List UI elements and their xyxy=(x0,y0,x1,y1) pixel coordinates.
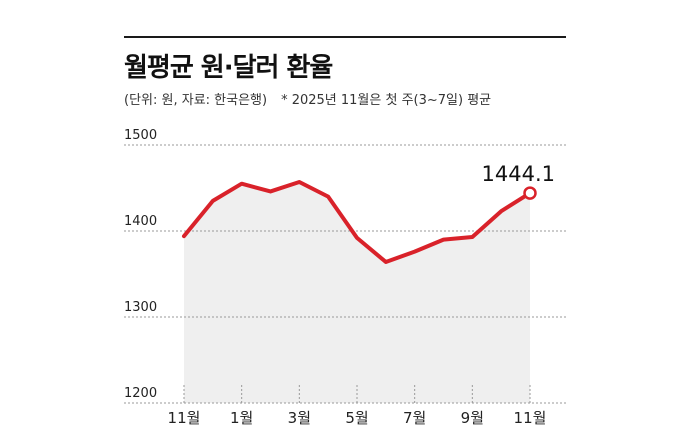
x-tick-label: 5월 xyxy=(345,409,368,427)
x-tick-label: 1월 xyxy=(230,409,253,427)
top-rule xyxy=(124,36,566,38)
y-tick-label: 1400 xyxy=(124,214,157,229)
x-tick-label: 11월 xyxy=(168,409,201,427)
y-tick-label: 1500 xyxy=(124,128,157,143)
y-tick-label: 1300 xyxy=(124,300,157,315)
unit-source-label: (단위: 원, 자료: 한국은행) xyxy=(124,93,268,108)
data-label: 1444.1 xyxy=(482,162,555,186)
series-line xyxy=(182,179,532,264)
x-tick-label: 9월 xyxy=(461,409,484,427)
chart-subtitle: (단위: 원, 자료: 한국은행) * 2025년 11월은 첫 주(3~7일) … xyxy=(124,89,491,108)
end-point-marker xyxy=(523,186,537,200)
footnote: * 2025년 11월은 첫 주(3~7일) 평균 xyxy=(281,93,492,108)
y-tick-label: 1200 xyxy=(124,386,157,401)
chart-title: 월평균 원·달러 환율 xyxy=(124,53,333,83)
x-tick-label: 7월 xyxy=(403,409,426,427)
x-tick-label: 11월 xyxy=(514,409,547,427)
x-tick-label: 3월 xyxy=(288,409,311,427)
area-fill xyxy=(184,181,530,403)
